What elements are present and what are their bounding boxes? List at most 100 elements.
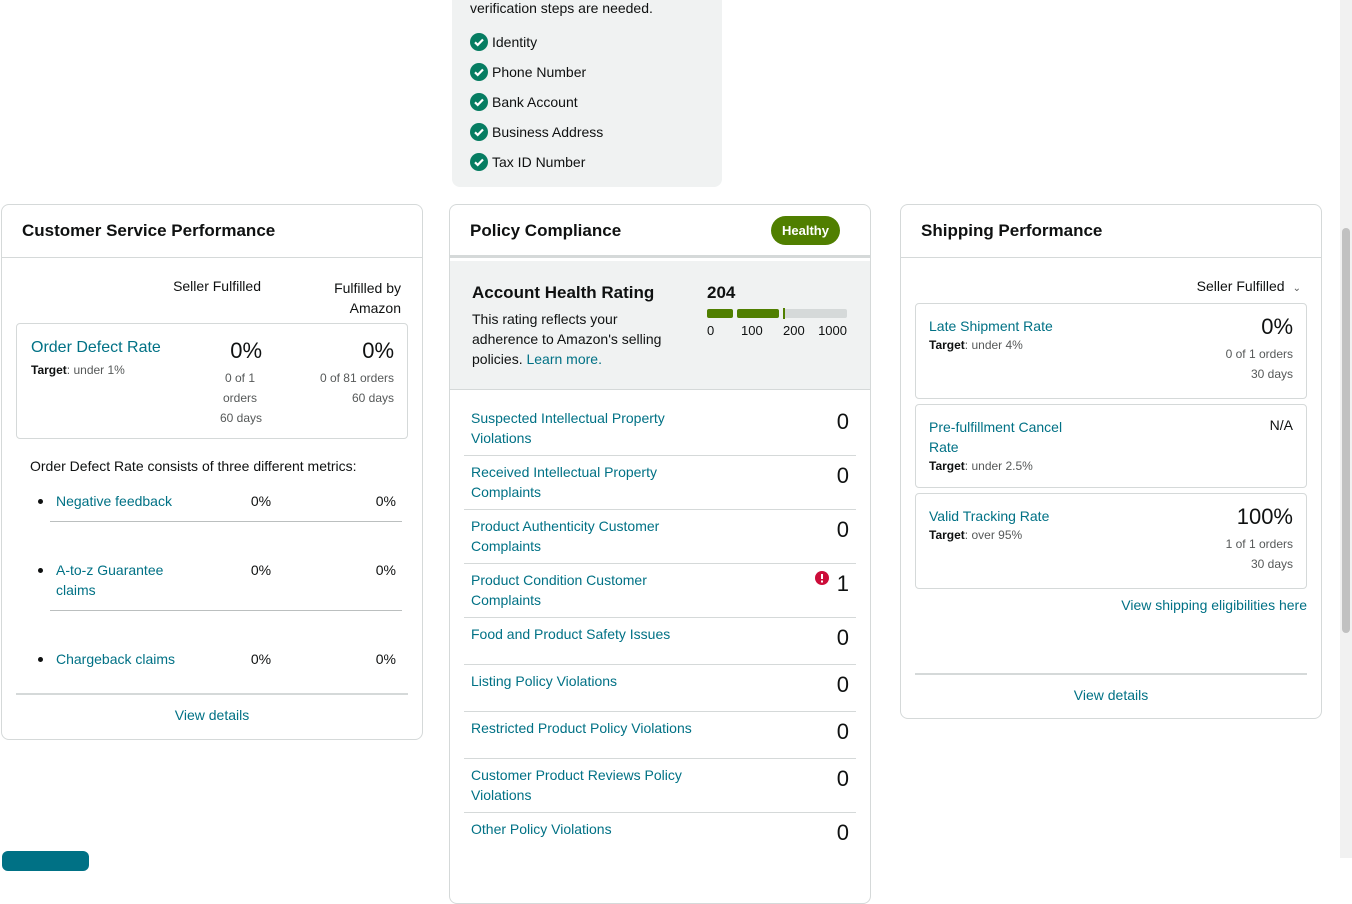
policy-count: 0	[836, 719, 849, 744]
ahr-panel: Account Health Rating This rating reflec…	[450, 261, 870, 390]
metric-target: Target: over 95%	[929, 528, 1293, 542]
metric-link[interactable]: Chargeback claims	[56, 651, 176, 667]
metric-period: 30 days	[1250, 367, 1293, 381]
rating-segment	[783, 309, 847, 318]
odr-orders: 0 of 81 orders	[319, 371, 394, 385]
odr-link[interactable]: Order Defect Rate	[31, 339, 161, 356]
odr-value: 0%	[362, 338, 394, 363]
policy-item: Customer Product Reviews Policy Violatio…	[464, 759, 856, 813]
policy-item: Product Condition Customer Complaints 1	[464, 564, 856, 618]
policy-count: 0	[836, 463, 849, 488]
step-label: Identity	[492, 34, 538, 50]
scale-label: 200	[783, 323, 805, 338]
rating-marker	[783, 308, 786, 319]
policy-item: Suspected Intellectual Property Violatio…	[464, 402, 856, 456]
metric-values: 100% 1 of 1 orders 30 days	[1226, 504, 1293, 574]
partial-button[interactable]	[2, 851, 89, 871]
metric-orders: 0 of 1 orders	[1225, 347, 1293, 361]
policy-count-wrap: 1	[814, 570, 849, 595]
learn-more-link[interactable]: Learn more.	[526, 351, 602, 367]
target-label: Target	[31, 363, 67, 377]
scale-label: 100	[741, 323, 763, 338]
policy-count: 0	[836, 409, 849, 434]
metric-link[interactable]: A-to-z Guarantee claims	[56, 562, 164, 598]
bullet	[38, 657, 43, 662]
metric-row: Negative feedback 0% 0%	[30, 491, 402, 560]
step-label: Business Address	[492, 124, 604, 140]
card-title: Customer Service Performance	[2, 205, 422, 258]
policy-item: Product Authenticity Customer Complaints…	[464, 510, 856, 564]
target: : under 1%	[66, 363, 125, 377]
eligibility-link[interactable]: View shipping eligibilities here	[1121, 597, 1307, 613]
column-label: Seller Fulfilled	[173, 278, 261, 294]
policy-link[interactable]: Restricted Product Policy Violations	[471, 720, 692, 736]
target: : over 95%	[964, 528, 1023, 542]
policy-count-wrap: 0	[836, 462, 849, 488]
policy-count-wrap: 0	[836, 718, 849, 744]
odr-value: 0%	[230, 338, 262, 363]
policy-link[interactable]: Product Authenticity Customer Complaints	[471, 518, 660, 554]
view-details-link[interactable]: View details	[174, 707, 250, 723]
ahr-score: 204	[707, 283, 736, 302]
metric-period: 30 days	[1250, 557, 1293, 571]
metric-link[interactable]: Negative feedback	[56, 493, 172, 509]
policy-link[interactable]: Customer Product Reviews Policy Violatio…	[471, 767, 682, 803]
metric-link[interactable]: Pre-fulfillment Cancel Rate	[929, 419, 1063, 455]
ahr-description: This rating reflects your adherence to A…	[472, 309, 682, 369]
metric-values: N/A	[1270, 415, 1293, 433]
policy-link[interactable]: Received Intellectual Property Complaint…	[471, 464, 657, 500]
scale-label: 0	[707, 323, 715, 338]
rating-bar	[707, 308, 847, 319]
policy-count-wrap: 0	[836, 671, 849, 697]
policy-card: Policy Compliance Healthy Account Health…	[449, 204, 871, 904]
metric-fba: 0%	[375, 493, 396, 509]
odr-period: 60 days	[351, 391, 394, 405]
policy-count: 0	[836, 820, 849, 845]
step-label: Bank Account	[492, 94, 578, 110]
metric-seller: 0%	[250, 493, 272, 509]
policy-item: Restricted Product Policy Violations 0	[464, 712, 856, 759]
metrics-list: Negative feedback 0% 0% A-to-z Guarantee cl…	[30, 491, 402, 689]
policy-count-wrap: 0	[836, 408, 849, 434]
verification-step: Identity	[470, 32, 603, 62]
verification-step: Phone Number	[470, 62, 603, 92]
policy-link[interactable]: Other Policy Violations	[471, 821, 612, 837]
policy-item: Received Intellectual Property Complaint…	[464, 456, 856, 510]
metric-target: Target: under 2.5%	[929, 459, 1293, 473]
view-details-link[interactable]: View details	[1073, 687, 1149, 703]
metric-row: Chargeback claims 0% 0%	[30, 649, 402, 689]
scale-label: 1000	[818, 323, 847, 338]
policy-item: Listing Policy Violations 0	[464, 665, 856, 712]
policy-link[interactable]: Suspected Intellectual Property Violatio…	[471, 410, 665, 446]
metric-link[interactable]: Late Shipment Rate	[929, 318, 1053, 334]
verification-note: verification steps are needed.	[470, 0, 653, 16]
metric-values: 0% 0 of 1 orders 30 days	[1226, 314, 1293, 384]
shipping-metric: Late Shipment Rate Target: under 4% 0% 0 of…	[915, 303, 1307, 399]
description: This rating reflects your adherence to A…	[472, 311, 662, 367]
target-label: Target	[929, 459, 965, 473]
policy-count: 0	[836, 672, 849, 697]
odr-fba: 0% 0 of 81 orders 60 days	[284, 338, 394, 408]
policy-link[interactable]: Product Condition Customer Complaints	[471, 572, 647, 608]
alert-icon	[814, 571, 829, 585]
odr-seller: 0% 0 of 1 orders 60 days	[192, 338, 262, 428]
policy-link[interactable]: Food and Product Safety Issues	[471, 626, 671, 642]
card-title: Shipping Performance	[901, 205, 1321, 258]
separator	[50, 521, 402, 522]
step-label: Phone Number	[492, 64, 587, 80]
metric-link[interactable]: Valid Tracking Rate	[929, 508, 1050, 524]
card-title: Policy Compliance	[450, 205, 870, 258]
policy-link[interactable]: Listing Policy Violations	[471, 673, 618, 689]
metric-target: Target: under 4%	[929, 338, 1293, 352]
scrollbar	[1340, 0, 1352, 858]
customer-service-card: Customer Service Performance Seller Fulf…	[1, 204, 423, 740]
filter-dropdown[interactable]: Seller Fulfilled ⌄	[1196, 278, 1301, 294]
metric-value: N/A	[1269, 417, 1293, 433]
odr-target: Target: under 1%	[31, 363, 125, 377]
policy-count-wrap: 0	[837, 624, 849, 649]
verification-step: Bank Account	[470, 92, 603, 122]
metric-seller: 0%	[250, 562, 272, 578]
shipping-metrics: Late Shipment Rate Target: under 4% 0% 0 of…	[915, 303, 1307, 594]
